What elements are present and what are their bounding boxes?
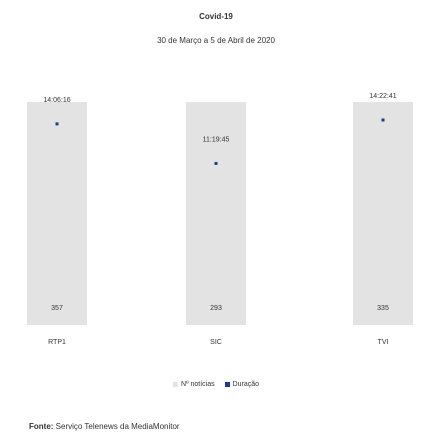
source-text: Serviço Telenews da MediaMonitor — [55, 422, 180, 431]
chart-subtitle: 30 de Março a 5 de Abril de 2020 — [157, 36, 275, 45]
bar-noticias-1 — [186, 102, 246, 325]
bar-value-label-0: 357 — [51, 305, 63, 312]
duration-point-2 — [381, 118, 385, 122]
bar-value-label-2: 335 — [377, 305, 389, 312]
bar-value-label-1: 293 — [210, 305, 222, 312]
source-note: Fonte: Serviço Telenews da MediaMonitor — [29, 422, 180, 431]
legend-label-duracao: Duração — [232, 381, 260, 388]
duration-point-0 — [55, 122, 59, 126]
chart-legend: Nº notícias Duração — [0, 381, 432, 389]
chart-title: Covid-19 — [199, 12, 233, 21]
legend-item-noticias: Nº notícias — [172, 381, 215, 388]
bar-noticias-0 — [27, 102, 87, 325]
legend-item-duracao: Duração — [224, 381, 260, 388]
duration-label-2: 14:22:41 — [369, 93, 396, 100]
bar-noticias-2 — [353, 102, 413, 325]
duration-label-1: 11:19:45 — [203, 136, 230, 143]
duration-label-0: 14:06:16 — [43, 97, 70, 104]
legend-swatch-duracao — [224, 382, 230, 387]
source-label: Fonte: — [29, 422, 54, 431]
category-label-0: RTP1 — [48, 339, 66, 346]
duration-point-1 — [214, 161, 218, 165]
legend-swatch-noticias — [172, 382, 178, 387]
category-label-2: TVI — [378, 339, 389, 346]
category-label-1: SIC — [210, 339, 222, 346]
legend-label-noticias: Nº notícias — [180, 381, 215, 388]
